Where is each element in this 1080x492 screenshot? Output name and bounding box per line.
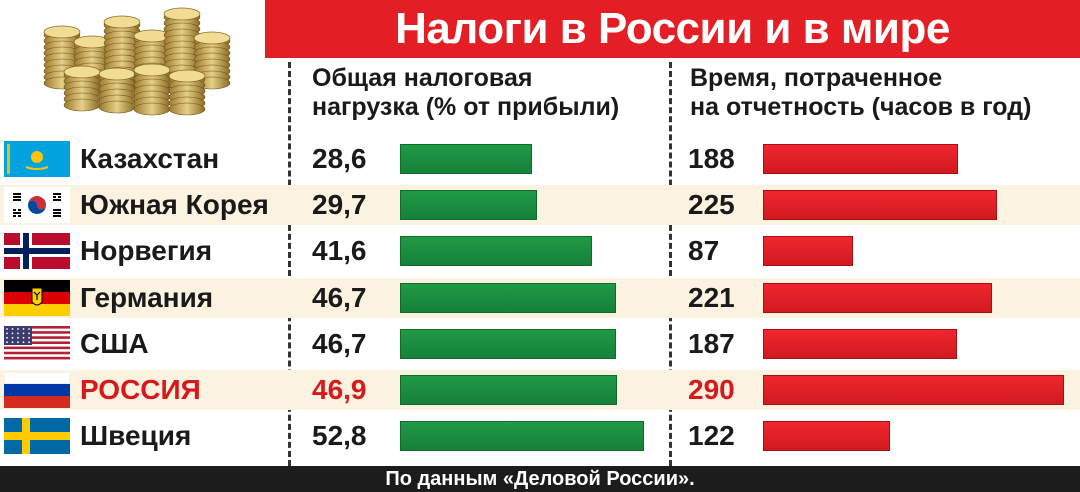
tax-value-label: 41,6 [312,235,367,266]
title-bar: Налоги в России и в мире [265,0,1080,58]
hours-bar [763,421,890,451]
hours-value-label: 221 [688,282,735,313]
country-label: Швеция [80,420,192,451]
hours-value-label: 290 [688,374,735,405]
hours-bar [763,375,1064,405]
column-divider-left [288,62,291,466]
footer-bar: По данным «Деловой России». [0,466,1080,492]
usa-flag [4,326,70,362]
tax-bar [400,190,537,220]
germany-flag [4,280,70,316]
tax-header-line1: Общая налоговая [312,64,533,92]
country-label: РОССИЯ [80,374,201,405]
country-label: Норвегия [80,235,213,266]
hours-value-label: 87 [688,235,720,266]
south-korea-flag [4,187,70,223]
hours-bar [763,283,992,313]
country-label: США [80,328,149,359]
sweden-flag [4,418,70,454]
hours-bar [763,236,853,266]
time-header-line1: Время, потраченное [690,64,943,92]
coin-stacks-illustration [43,7,231,116]
hours-bar [763,144,958,174]
page-title: Налоги в России и в мире [395,4,950,53]
hours-value-label: 122 [688,420,735,451]
source-note: По данным «Деловой России». [385,468,695,490]
tax-bar [400,144,532,174]
tax-bar [400,375,617,405]
column-divider-right [669,62,672,466]
tax-value-label: 28,6 [312,143,367,174]
russia-flag [4,372,70,408]
country-label: Германия [80,282,214,313]
hours-value-label: 225 [688,189,735,220]
tax-bar [400,421,644,451]
tax-value-label: 29,7 [312,189,367,220]
tax-bar [400,329,616,359]
tax-column-header: Общая налоговая нагрузка (% от прибыли) [312,64,619,122]
hours-bar [763,190,997,220]
tax-bar [400,283,616,313]
country-label: Казахстан [80,143,220,174]
country-label: Южная Корея [80,189,269,220]
kazakhstan-flag [4,141,70,177]
hours-value-label: 188 [688,143,735,174]
tax-bar [400,236,592,266]
hours-value-label: 187 [688,328,735,359]
norway-flag [4,233,70,269]
tax-header-line2: нагрузка (% от прибыли) [312,93,620,121]
tax-value-label: 46,7 [312,328,367,359]
tax-value-label: 52,8 [312,420,367,451]
tax-value-label: 46,7 [312,282,367,313]
tax-value-label: 46,9 [312,374,367,405]
hours-bar [763,329,957,359]
time-column-header: Время, потраченное на отчетность (часов … [690,64,1031,122]
time-header-line2: на отчетность (часов в год) [690,93,1032,121]
